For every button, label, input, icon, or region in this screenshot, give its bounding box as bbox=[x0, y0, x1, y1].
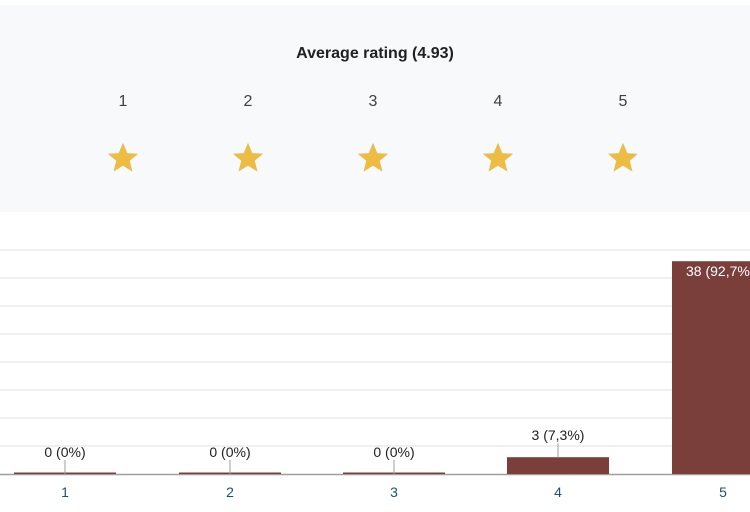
star-icon bbox=[481, 141, 515, 175]
star-icon bbox=[106, 141, 140, 175]
x-tick-label: 4 bbox=[554, 484, 562, 500]
star-label: 5 bbox=[618, 93, 628, 110]
data-label: 38 (92,7%) bbox=[686, 263, 750, 279]
data-label: 0 (0%) bbox=[373, 444, 414, 460]
data-label: 0 (0%) bbox=[44, 444, 85, 460]
rating-summary-panel bbox=[0, 5, 750, 212]
average-rating-title: Average rating (4.93) bbox=[296, 45, 454, 62]
x-tick-label: 1 bbox=[61, 484, 69, 500]
star-label: 2 bbox=[243, 93, 253, 110]
star-icon bbox=[231, 141, 265, 175]
star-label: 4 bbox=[493, 93, 503, 110]
star-row: 1 2 3 4 5 bbox=[0, 0, 750, 212]
x-tick-label: 5 bbox=[719, 484, 727, 500]
x-tick-label: 2 bbox=[226, 484, 234, 500]
star-icon bbox=[606, 141, 640, 175]
star-label: 3 bbox=[368, 93, 378, 110]
star-icon bbox=[356, 141, 390, 175]
bar bbox=[672, 261, 750, 474]
x-tick-label: 3 bbox=[390, 484, 398, 500]
star-label: 1 bbox=[118, 93, 128, 110]
bar-chart: 0 (0%) 1 0 (0%) 2 0 (0%) 3 3 (7,3%) 4 38 (92,7%)… bbox=[0, 249, 750, 500]
data-label: 0 (0%) bbox=[209, 444, 250, 460]
bar bbox=[507, 457, 609, 474]
data-label: 3 (7,3%) bbox=[532, 427, 585, 443]
